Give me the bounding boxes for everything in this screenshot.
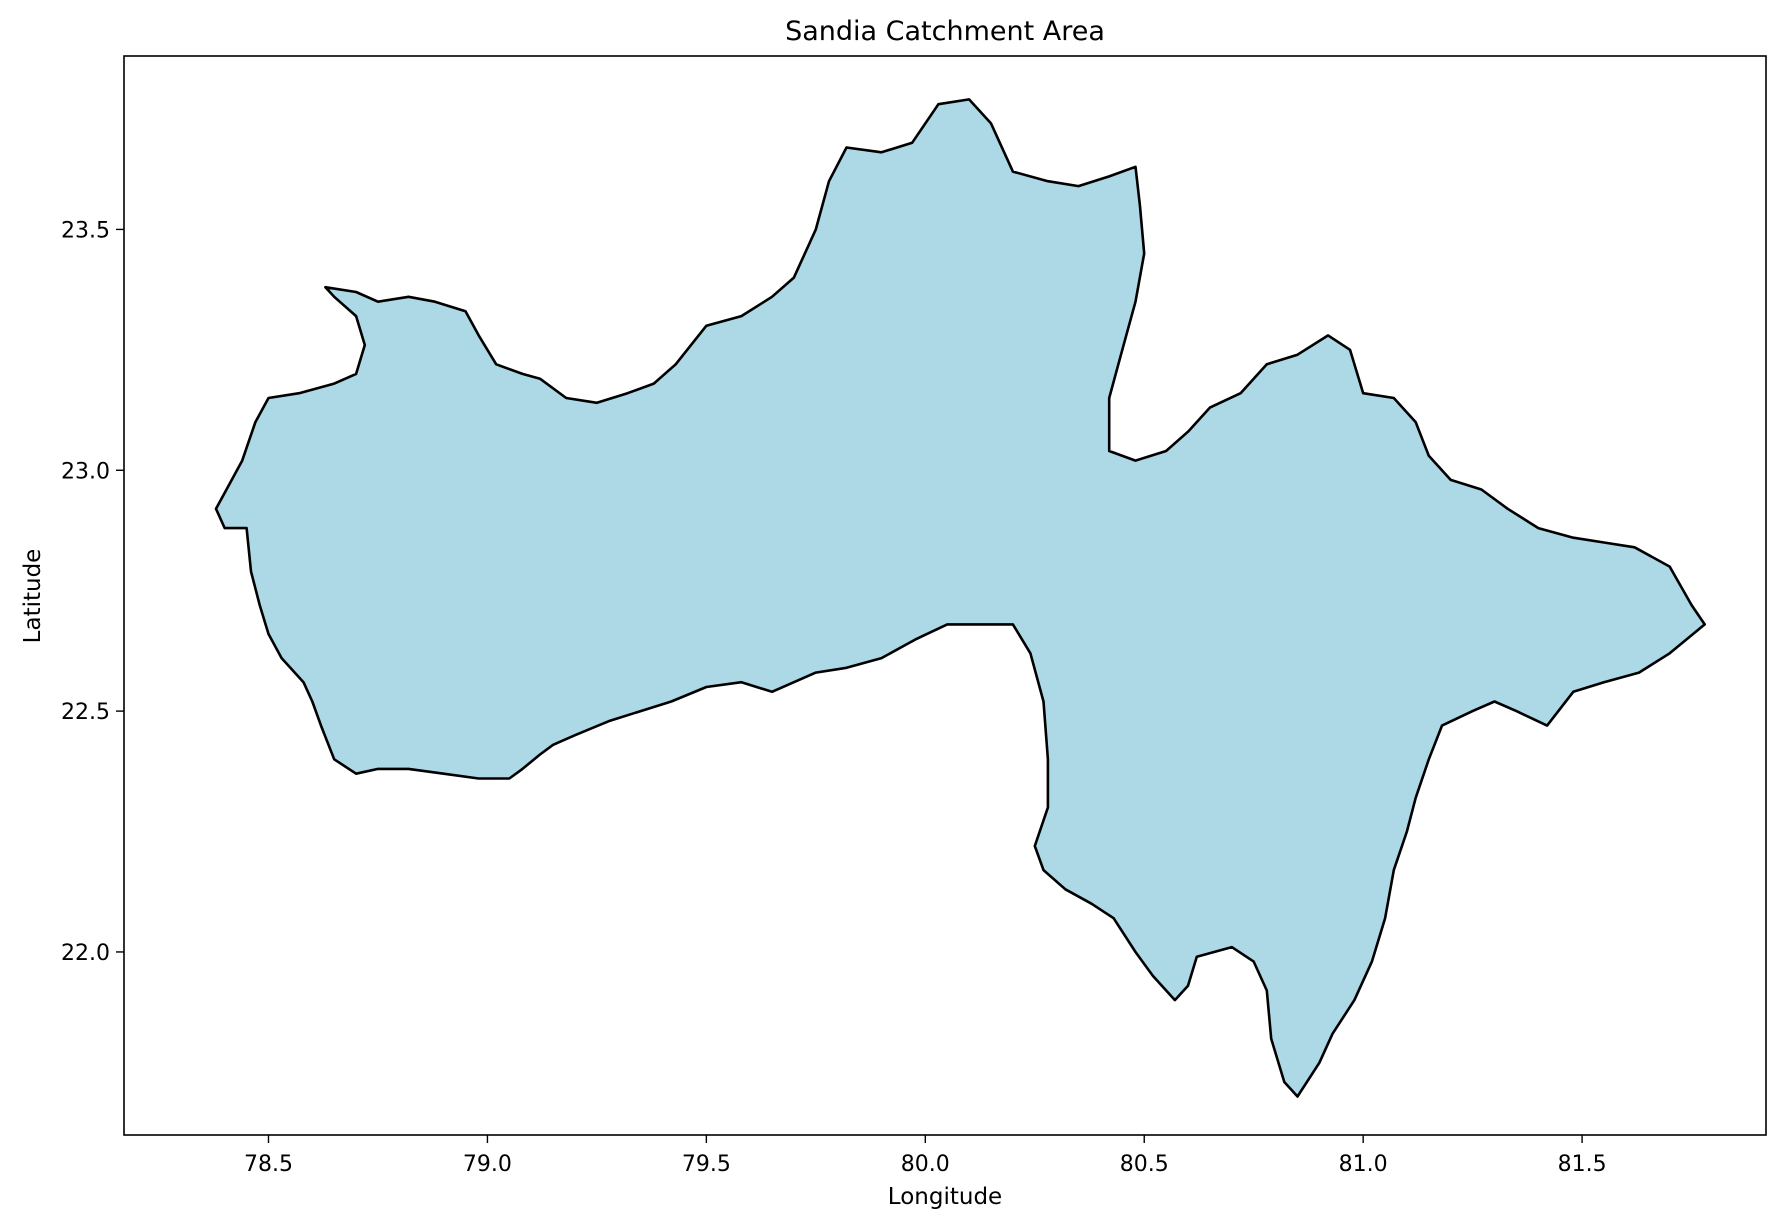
y-tick-label: 22.0 <box>61 941 110 966</box>
plot-frame <box>123 55 1767 1136</box>
y-tick-label: 23.5 <box>61 218 110 243</box>
x-axis-ticks: 78.5 79.0 79.5 80.0 80.5 81.0 81.5 <box>244 1135 1607 1177</box>
x-axis-label: Longitude <box>888 1184 1002 1210</box>
catchment-polygon <box>214 98 1706 1098</box>
x-tick-label: 81.0 <box>1339 1152 1388 1177</box>
chart-title: Sandia Catchment Area <box>785 16 1105 47</box>
x-tick-label: 79.5 <box>682 1152 731 1177</box>
y-tick-label: 23.0 <box>61 459 110 484</box>
x-tick-label: 80.5 <box>1120 1152 1169 1177</box>
x-tick-label: 80.0 <box>901 1152 950 1177</box>
x-tick-label: 78.5 <box>244 1152 293 1177</box>
y-axis-ticks: 22.0 22.5 23.0 23.5 <box>61 218 124 966</box>
x-tick-label: 81.5 <box>1558 1152 1607 1177</box>
y-tick-label: 22.5 <box>61 700 110 725</box>
x-tick-label: 79.0 <box>463 1152 512 1177</box>
y-axis-label: Latitude <box>20 549 46 644</box>
